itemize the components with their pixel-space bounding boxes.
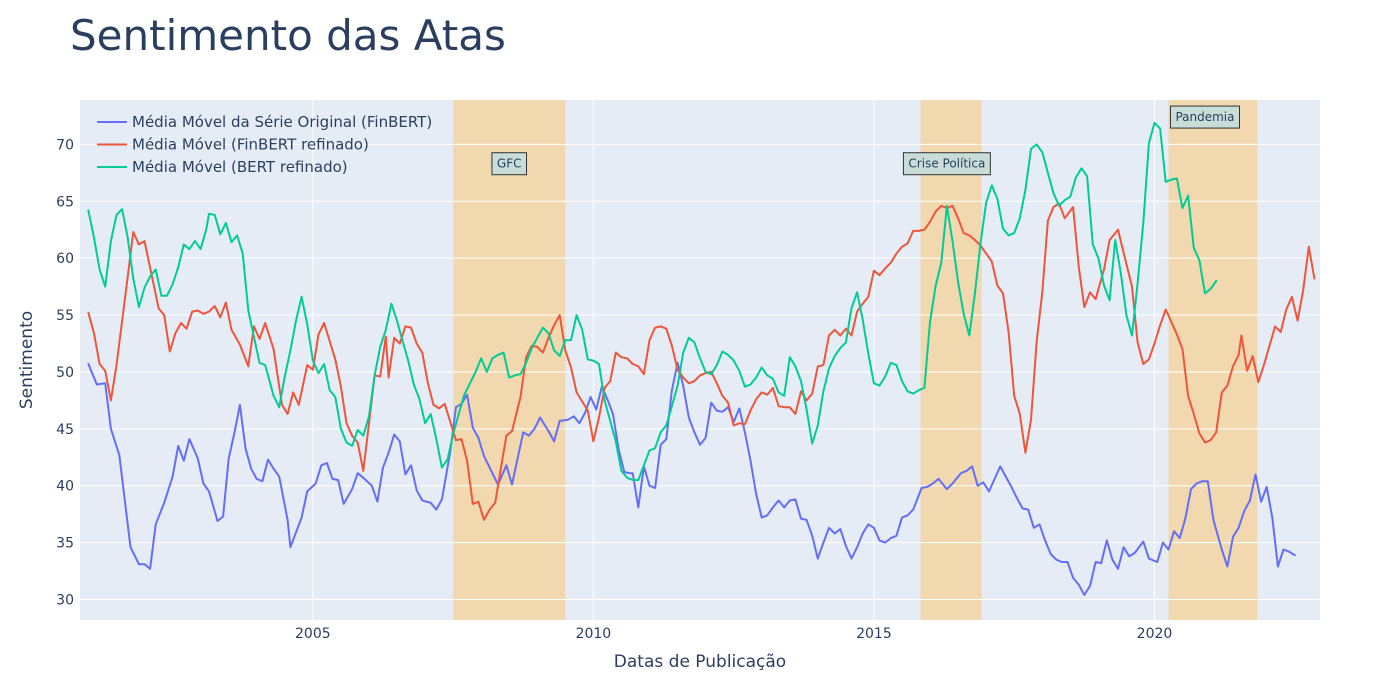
chart-title: Sentimento das Atas: [70, 11, 506, 60]
y-axis-title: Sentimento: [17, 311, 37, 409]
y-tick-label: 65: [56, 194, 74, 210]
shaded-period-1: [920, 100, 982, 620]
legend: Média Móvel da Série Original (FinBERT) M…: [97, 113, 432, 176]
y-tick-label: 55: [56, 308, 74, 324]
annotation-box-1: [902, 152, 991, 176]
annotation-box-2: [1169, 105, 1241, 129]
series-line-0: [87, 361, 1296, 596]
y-tick-label: 35: [56, 536, 74, 552]
annotations: GFC Crise Política Pandemia: [491, 105, 1241, 176]
shaded-periods: [453, 100, 1258, 620]
legend-label-1[interactable]: Média Móvel (FinBERT refinado): [132, 136, 369, 154]
x-tick-label: 2010: [576, 626, 612, 642]
x-axis-title: Datas de Publicação: [614, 652, 786, 672]
annotation-label-2: Pandemia: [1175, 110, 1234, 124]
legend-label-0[interactable]: Média Móvel da Série Original (FinBERT): [132, 113, 432, 131]
y-tick-label: 40: [56, 479, 74, 495]
x-tick-label: 2005: [295, 626, 331, 642]
shaded-period-2: [1168, 100, 1258, 620]
y-tick-label: 70: [56, 137, 74, 153]
shaded-period-0: [453, 100, 566, 620]
annotation-box-0: [491, 152, 528, 176]
annotation-label-1: Crise Política: [908, 157, 985, 171]
y-tick-label: 60: [56, 251, 74, 267]
y-tick-label: 45: [56, 422, 74, 438]
series-line-2: [87, 121, 1218, 481]
x-tick-label: 2015: [856, 626, 892, 642]
x-tick-label: 2020: [1137, 626, 1173, 642]
series-lines: [87, 121, 1316, 596]
legend-label-2[interactable]: Média Móvel (BERT refinado): [132, 158, 348, 176]
y-tick-label: 30: [56, 593, 74, 609]
tick-labels: 2005 2010 2015 2020 30 35 40 45 50 55 60 65 70: [56, 137, 1172, 642]
annotation-label-0: GFC: [497, 157, 522, 171]
y-tick-label: 50: [56, 365, 74, 381]
